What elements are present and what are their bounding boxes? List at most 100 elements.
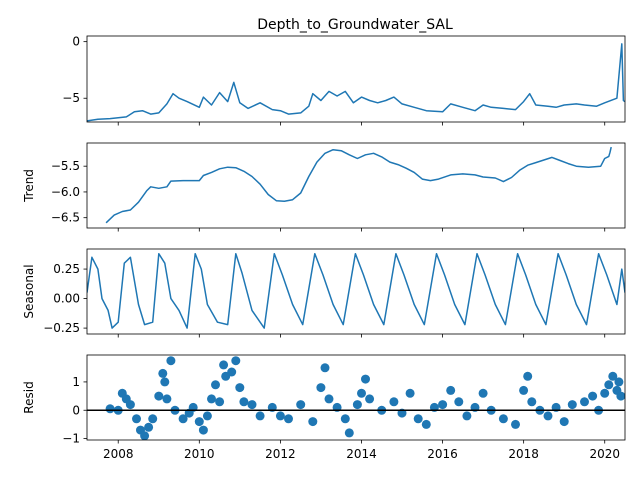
resid-point — [202, 411, 212, 421]
seasonal-line — [87, 252, 625, 329]
resid-point — [361, 374, 370, 384]
subplots: 0 −5 −5.5 −6.0 −6.5 Trend 0.25 0.00 −0.25 Seasona… — [22, 35, 626, 461]
y-tick-label: −5 — [62, 91, 80, 105]
resid-point — [405, 388, 415, 398]
resid-point — [478, 388, 488, 398]
seasonal-ylabel: Seasonal — [22, 264, 36, 318]
resid-point — [320, 363, 330, 373]
y-tick-label: 0.25 — [53, 262, 80, 276]
x-tick-label: 2020 — [589, 447, 620, 461]
seasonal-series — [87, 252, 625, 329]
x-tick-label: 2018 — [508, 447, 539, 461]
resid-point — [140, 431, 150, 440]
resid-point — [614, 377, 624, 387]
resid-point — [132, 414, 141, 424]
x-tick-label: 2008 — [103, 447, 134, 461]
resid-point — [389, 397, 399, 407]
chart-title: Depth_to_Groundwater_SAL — [257, 17, 453, 33]
resid-point — [227, 367, 237, 377]
resid-point — [438, 400, 448, 410]
resid-point — [284, 414, 293, 424]
resid-point — [527, 397, 537, 407]
resid-point — [340, 414, 350, 424]
y-tick-label: −6.5 — [51, 211, 80, 225]
resid-point — [344, 428, 354, 438]
resid-point — [235, 383, 245, 393]
resid-point — [296, 400, 306, 410]
resid-point — [462, 411, 472, 421]
resid-point — [178, 414, 188, 424]
resid-point — [162, 394, 172, 404]
resid-point — [567, 400, 577, 410]
seasonal-axes-frame — [86, 248, 626, 335]
resid-point — [148, 414, 158, 424]
trend-series — [105, 146, 612, 224]
observed-series — [87, 43, 625, 122]
resid-point — [158, 368, 168, 378]
resid-point — [211, 380, 220, 390]
y-tick-label: −5.5 — [51, 159, 80, 173]
resid-point — [166, 356, 176, 366]
x-tick-label: 2010 — [184, 447, 215, 461]
resid-point — [207, 394, 216, 404]
resid-series — [105, 356, 625, 440]
trend-line — [105, 146, 612, 224]
observed-line — [87, 43, 625, 122]
x-tick-label: 2012 — [265, 447, 296, 461]
resid-point — [239, 397, 249, 407]
resid-point — [160, 377, 170, 387]
resid-ylabel: Resid — [22, 381, 36, 413]
resid-point — [543, 411, 553, 421]
resid-point — [255, 411, 265, 421]
resid-point — [421, 419, 431, 429]
resid-point — [580, 397, 589, 407]
resid-point — [215, 397, 225, 407]
resid-point — [219, 360, 229, 370]
y-tick-label: 0 — [72, 403, 80, 417]
panel-observed: 0 −5 — [62, 35, 626, 126]
resid-point — [357, 388, 366, 398]
resid-point — [352, 400, 362, 410]
panel-seasonal: 0.25 0.00 −0.25 Seasonal — [22, 248, 626, 338]
resid-point — [316, 383, 326, 393]
resid-point — [231, 356, 241, 366]
resid-point — [154, 391, 164, 401]
resid-point — [588, 391, 598, 401]
x-tick-label: 2016 — [427, 447, 458, 461]
y-tick-label: 0 — [72, 35, 80, 49]
resid-point — [600, 388, 610, 398]
observed-axes-frame — [86, 35, 626, 123]
resid-point — [498, 414, 508, 424]
resid-point — [194, 417, 204, 427]
resid-point — [144, 422, 154, 432]
resid-point — [105, 404, 115, 414]
resid-point — [559, 417, 569, 427]
resid-point — [454, 397, 464, 407]
resid-point — [365, 394, 375, 404]
resid-point — [604, 380, 614, 390]
trend-ylabel: Trend — [22, 169, 36, 203]
resid-point — [446, 385, 456, 395]
resid-point — [413, 414, 423, 424]
resid-point — [308, 417, 318, 427]
y-tick-label: 0.00 — [53, 292, 80, 306]
resid-point — [523, 371, 533, 381]
trend-axes-frame — [86, 142, 626, 229]
resid-point — [608, 371, 618, 381]
y-tick-label: −1 — [62, 432, 80, 446]
resid-point — [275, 411, 285, 421]
resid-point — [616, 391, 625, 401]
y-tick-label: −0.25 — [43, 321, 80, 335]
resid-point — [125, 400, 135, 410]
resid-point — [511, 419, 520, 429]
panel-trend: −5.5 −6.0 −6.5 Trend — [22, 142, 626, 232]
y-tick-label: −6.0 — [51, 185, 80, 199]
panel-resid: 1 0 −1 2008 2010 2012 2014 2016 2018 2020 Resid — [22, 354, 626, 461]
resid-point — [247, 400, 257, 410]
resid-point — [519, 385, 529, 395]
resid-point — [198, 425, 208, 435]
y-tick-label: 1 — [72, 375, 80, 389]
resid-axes-frame — [86, 354, 626, 441]
x-tick-label: 2014 — [346, 447, 377, 461]
